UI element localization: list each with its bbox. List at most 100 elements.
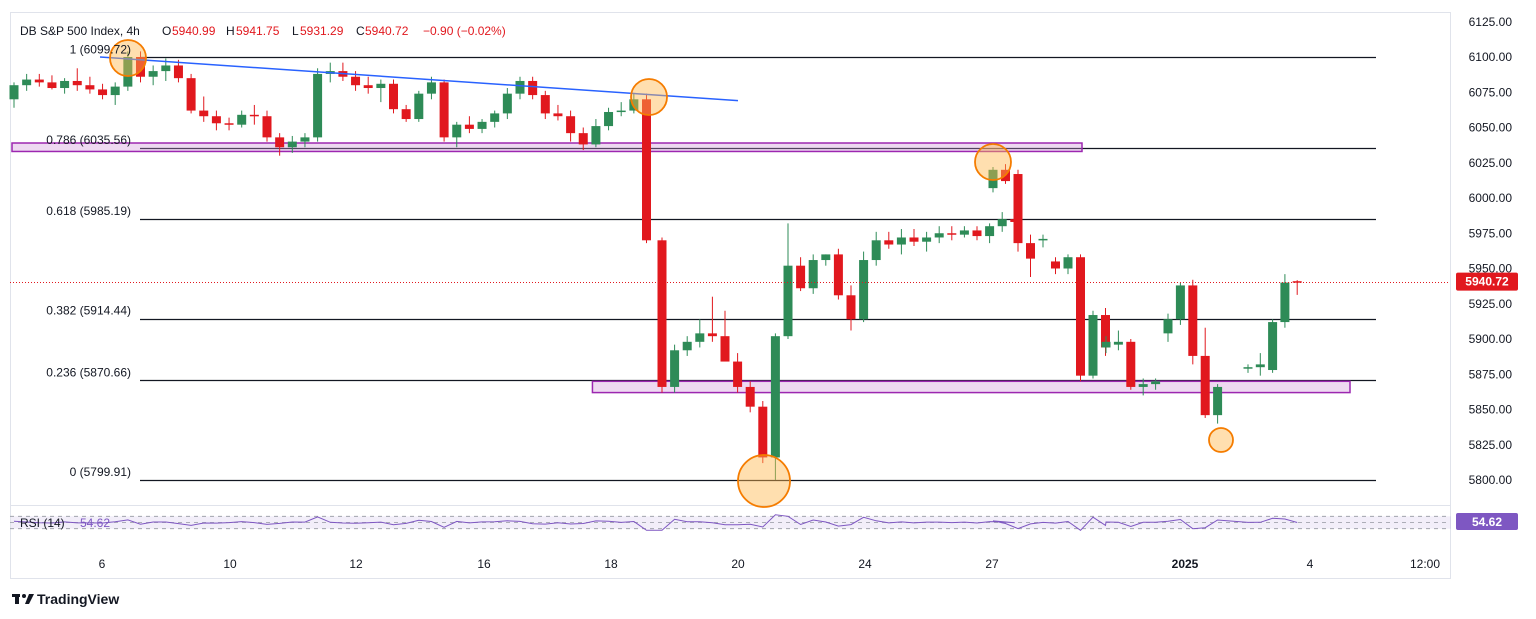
candle-body[interactable] (502, 93, 512, 114)
candle-body[interactable] (136, 57, 145, 77)
candle-body[interactable] (1163, 319, 1173, 334)
candle-body[interactable] (1063, 257, 1073, 269)
candle-body[interactable] (464, 124, 474, 129)
candle-body[interactable] (249, 114, 259, 117)
candle-body[interactable] (401, 109, 411, 120)
candle-body[interactable] (34, 79, 44, 83)
candle-body[interactable] (1013, 174, 1023, 244)
candle-body[interactable] (1292, 281, 1302, 283)
candle-body[interactable] (389, 83, 398, 110)
candle-body[interactable] (490, 113, 500, 122)
candle-body[interactable] (414, 93, 424, 120)
candle-body[interactable] (934, 233, 944, 238)
candle-body[interactable] (997, 219, 1007, 227)
candle-body[interactable] (553, 113, 563, 117)
candle-body[interactable] (1026, 243, 1035, 259)
candle-body[interactable] (1151, 381, 1161, 385)
candle-body[interactable] (237, 114, 247, 125)
candle-body[interactable] (452, 124, 462, 138)
candle-body[interactable] (1088, 315, 1098, 376)
candle-body[interactable] (959, 230, 969, 235)
candle-body[interactable] (224, 123, 234, 125)
last-price-tag[interactable] (1456, 272, 1518, 291)
candle-body[interactable] (707, 333, 717, 337)
candle-body[interactable] (426, 82, 436, 94)
candle-body[interactable] (808, 260, 818, 289)
candle-body[interactable] (528, 80, 538, 96)
candle-body[interactable] (1113, 341, 1123, 345)
candle-body[interactable] (1243, 367, 1253, 369)
candle-body[interactable] (110, 86, 120, 96)
candle-body[interactable] (616, 110, 626, 113)
candle-body[interactable] (733, 361, 743, 387)
candle-body[interactable] (846, 295, 856, 320)
candle-body[interactable] (871, 240, 881, 261)
candle-body[interactable] (363, 85, 373, 89)
candle-body[interactable] (98, 89, 108, 96)
candle-body[interactable] (591, 126, 601, 145)
rsi-value-tag[interactable] (1456, 513, 1518, 530)
candle-body[interactable] (9, 85, 19, 100)
candle-body[interactable] (1076, 257, 1085, 376)
candle-body[interactable] (909, 237, 919, 242)
candle-body[interactable] (72, 80, 82, 86)
candle-body[interactable] (1101, 315, 1110, 348)
rsi-pane[interactable]: RSI (14) 54.62 54.62 (10, 513, 1518, 531)
candle-body[interactable] (604, 111, 614, 127)
candle-body[interactable] (1126, 341, 1136, 387)
candle-body[interactable] (657, 240, 667, 387)
candle-body[interactable] (1101, 341, 1111, 348)
candle-body[interactable] (275, 137, 285, 148)
candle-body[interactable] (211, 116, 221, 124)
candle-body[interactable] (540, 95, 550, 114)
candle-body[interactable] (988, 169, 998, 189)
candle-body[interactable] (833, 254, 843, 296)
candle-body[interactable] (60, 80, 70, 89)
candle-body[interactable] (173, 65, 183, 79)
candle-body[interactable] (578, 133, 588, 145)
candle-body[interactable] (376, 83, 386, 89)
candle-body[interactable] (745, 386, 755, 407)
candle-body[interactable] (985, 226, 995, 237)
candle-body[interactable] (1213, 386, 1223, 416)
candle-body[interactable] (859, 260, 869, 320)
candle-body[interactable] (783, 265, 793, 337)
candle-body[interactable] (515, 80, 525, 94)
candle-body[interactable] (821, 254, 831, 261)
candle-body[interactable] (199, 110, 209, 117)
candle-body[interactable] (566, 116, 576, 134)
candle-body[interactable] (1188, 285, 1198, 356)
candle-body[interactable] (884, 240, 894, 245)
candle-body[interactable] (287, 141, 297, 148)
candle-body[interactable] (695, 333, 705, 342)
candle-body[interactable] (439, 82, 449, 138)
candle-body[interactable] (670, 350, 680, 387)
candle-body[interactable] (1175, 285, 1185, 320)
candle-body[interactable] (682, 341, 692, 351)
candle-body[interactable] (85, 85, 95, 90)
candle-body[interactable] (1051, 261, 1060, 269)
candle-body[interactable] (758, 406, 768, 458)
candle-body[interactable] (123, 57, 133, 87)
candle-body[interactable] (922, 237, 932, 242)
candle-body[interactable] (770, 336, 780, 458)
candle-body[interactable] (720, 336, 730, 362)
candle-body[interactable] (1038, 238, 1048, 241)
candle-body[interactable] (1280, 282, 1290, 323)
candle-body[interactable] (796, 265, 806, 289)
candle-body[interactable] (22, 79, 32, 86)
candle-body[interactable] (300, 137, 310, 142)
rsi-line[interactable] (13, 514, 1298, 531)
candle-body[interactable] (896, 237, 906, 245)
candlesticks[interactable] (9, 51, 1302, 480)
price-axis[interactable]: 6125.00 6100.00 6075.00 6050.00 6025.00 6000.… (1456, 15, 1518, 487)
candle-body[interactable] (351, 76, 361, 86)
time-axis[interactable]: 6 10 12 16 18 20 24 27 2025 4 12:00 (99, 557, 1441, 571)
candle-body[interactable] (262, 116, 272, 138)
candle-body[interactable] (1268, 322, 1278, 371)
candle-body[interactable] (642, 99, 651, 241)
candle-body[interactable] (161, 65, 171, 72)
candle-body[interactable] (313, 73, 323, 138)
candle-body[interactable] (947, 233, 957, 235)
candle-body[interactable] (972, 230, 982, 237)
